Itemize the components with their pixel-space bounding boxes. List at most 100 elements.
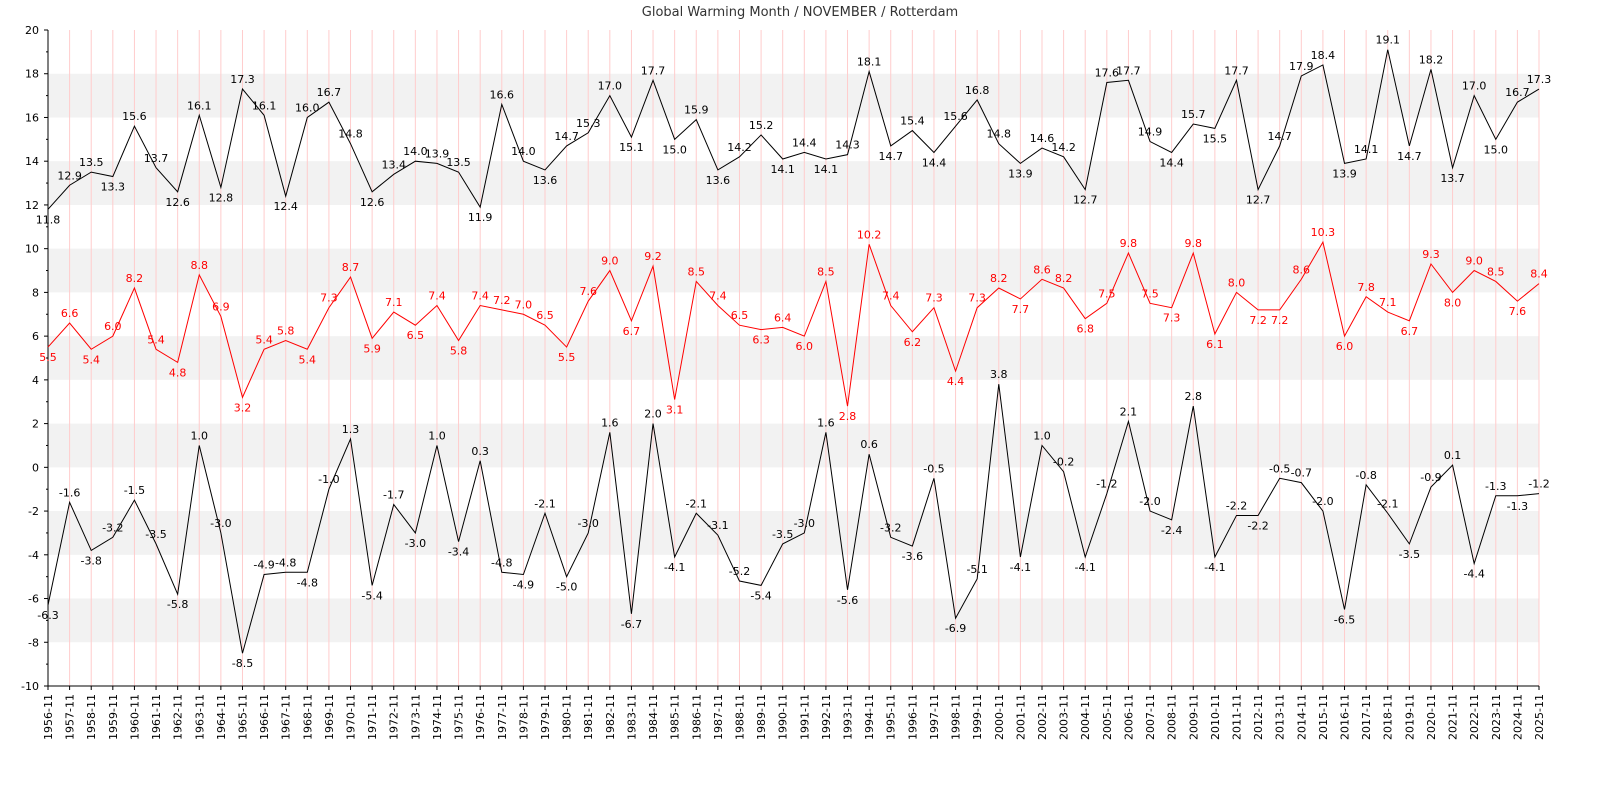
x-tick-label: 2023-11 bbox=[1490, 694, 1503, 740]
data-label: 16.7 bbox=[1505, 86, 1530, 99]
x-tick-label: 2012-11 bbox=[1252, 694, 1265, 740]
data-label: -2.0 bbox=[1312, 495, 1333, 508]
data-label: -5.6 bbox=[837, 594, 858, 607]
grid-band bbox=[48, 248, 1539, 293]
data-label: -5.2 bbox=[729, 565, 750, 578]
x-axis-ticks: 1956-11 1957-11 1958-11 1959-11 1960-11 1961-… bbox=[42, 686, 1546, 740]
x-tick-label: 1995-11 bbox=[885, 694, 898, 740]
data-label: -2.0 bbox=[1139, 495, 1160, 508]
y-tick-label: 20 bbox=[25, 24, 39, 37]
data-label: -1.7 bbox=[383, 489, 404, 502]
data-label: 8.0 bbox=[1228, 276, 1246, 289]
data-label: -3.0 bbox=[210, 517, 231, 530]
x-tick-label: 2016-11 bbox=[1339, 694, 1352, 740]
data-label: 14.2 bbox=[1051, 141, 1076, 154]
x-tick-label: 1993-11 bbox=[842, 694, 855, 740]
data-label: -3.4 bbox=[448, 546, 469, 559]
data-label: -4.1 bbox=[664, 561, 685, 574]
x-tick-label: 2014-11 bbox=[1295, 694, 1308, 740]
x-tick-label: 1962-11 bbox=[172, 694, 185, 740]
y-tick-label: -8 bbox=[28, 636, 39, 649]
data-label: 6.4 bbox=[774, 311, 792, 324]
series-line-mean bbox=[47, 240, 1540, 407]
data-label: -5.8 bbox=[167, 598, 188, 611]
x-tick-label: 1956-11 bbox=[42, 694, 55, 740]
data-label: 16.0 bbox=[295, 101, 320, 114]
data-label: 3.2 bbox=[234, 401, 252, 414]
data-label: -3.0 bbox=[577, 517, 598, 530]
data-label: 7.3 bbox=[925, 292, 943, 305]
x-tick-label: 1964-11 bbox=[215, 694, 228, 740]
x-tick-label: 1990-11 bbox=[777, 694, 790, 740]
data-label: 15.9 bbox=[684, 104, 709, 117]
data-label: 13.9 bbox=[1008, 167, 1033, 180]
series-line-max bbox=[47, 49, 1540, 210]
chart-title: Global Warming Month / NOVEMBER / Rotter… bbox=[642, 5, 958, 20]
y-tick-label: -10 bbox=[21, 680, 39, 693]
data-label: 6.5 bbox=[407, 329, 425, 342]
data-label: 14.1 bbox=[770, 163, 795, 176]
data-label: 14.1 bbox=[814, 163, 839, 176]
x-tick-label: 2019-11 bbox=[1403, 694, 1416, 740]
y-tick-label: -2 bbox=[28, 505, 39, 518]
data-label: 7.7 bbox=[1012, 303, 1030, 316]
x-tick-label: 2024-11 bbox=[1511, 694, 1524, 740]
data-label: 9.2 bbox=[644, 250, 662, 263]
data-label: 16.6 bbox=[490, 88, 515, 101]
data-label: 14.0 bbox=[403, 145, 428, 158]
data-label: -3.0 bbox=[794, 517, 815, 530]
data-label: 8.5 bbox=[1487, 265, 1505, 278]
data-label: -1.2 bbox=[1096, 478, 1117, 491]
data-label: -4.4 bbox=[1463, 568, 1484, 581]
data-label: 17.3 bbox=[1527, 73, 1552, 86]
data-label: 11.8 bbox=[36, 213, 61, 226]
data-label: 2.1 bbox=[1120, 405, 1138, 418]
data-label: 7.4 bbox=[428, 290, 446, 303]
data-label: 14.4 bbox=[1159, 156, 1184, 169]
data-label: 5.5 bbox=[39, 351, 57, 364]
data-label: 9.0 bbox=[1465, 255, 1483, 268]
data-label: 7.4 bbox=[709, 290, 727, 303]
data-label: 14.7 bbox=[1397, 150, 1422, 163]
x-tick-label: 1958-11 bbox=[85, 694, 98, 740]
x-tick-label: 2015-11 bbox=[1317, 694, 1330, 740]
x-tick-label: 1976-11 bbox=[474, 694, 487, 740]
data-label: 15.6 bbox=[943, 110, 968, 123]
x-tick-label: 2020-11 bbox=[1425, 694, 1438, 740]
data-label: 6.8 bbox=[1076, 323, 1094, 336]
data-label: -4.9 bbox=[513, 578, 534, 591]
data-label: 13.7 bbox=[1440, 172, 1465, 185]
data-label: 18.4 bbox=[1311, 49, 1336, 62]
x-tick-label: 1984-11 bbox=[647, 694, 660, 740]
data-label: -4.1 bbox=[1204, 561, 1225, 574]
data-label: 13.5 bbox=[446, 156, 471, 169]
x-tick-label: 1983-11 bbox=[625, 694, 638, 740]
data-label: 6.7 bbox=[623, 325, 641, 338]
data-label: 8.7 bbox=[342, 261, 360, 274]
data-label: -4.1 bbox=[1010, 561, 1031, 574]
grid-band bbox=[48, 423, 1539, 468]
data-label: 17.6 bbox=[1095, 66, 1120, 79]
data-label: 6.6 bbox=[61, 307, 79, 320]
data-label: -3.6 bbox=[902, 550, 923, 563]
data-label: 7.3 bbox=[1163, 312, 1181, 325]
x-tick-label: 2013-11 bbox=[1274, 694, 1287, 740]
data-label: 2.0 bbox=[644, 408, 662, 421]
data-label: 9.8 bbox=[1185, 237, 1203, 250]
data-label: -2.2 bbox=[1226, 499, 1247, 512]
data-label: 14.8 bbox=[338, 128, 363, 141]
data-label: 7.0 bbox=[515, 298, 533, 311]
x-tick-label: 1957-11 bbox=[64, 694, 77, 740]
data-label: 7.3 bbox=[320, 292, 338, 305]
y-tick-label: 18 bbox=[25, 68, 39, 81]
data-label: 18.1 bbox=[857, 56, 882, 69]
data-label: 10.3 bbox=[1311, 226, 1336, 239]
x-tick-label: 2001-11 bbox=[1014, 694, 1027, 740]
data-label: -0.7 bbox=[1291, 467, 1312, 480]
x-tick-label: 1986-11 bbox=[690, 694, 703, 740]
series-max: 11.812.913.513.315.613.712.616.112.817.3… bbox=[36, 34, 1552, 227]
data-label: 10.2 bbox=[857, 228, 882, 241]
data-label: 1.0 bbox=[1033, 429, 1051, 442]
x-tick-label: 1999-11 bbox=[971, 694, 984, 740]
data-label: 8.5 bbox=[688, 265, 706, 278]
